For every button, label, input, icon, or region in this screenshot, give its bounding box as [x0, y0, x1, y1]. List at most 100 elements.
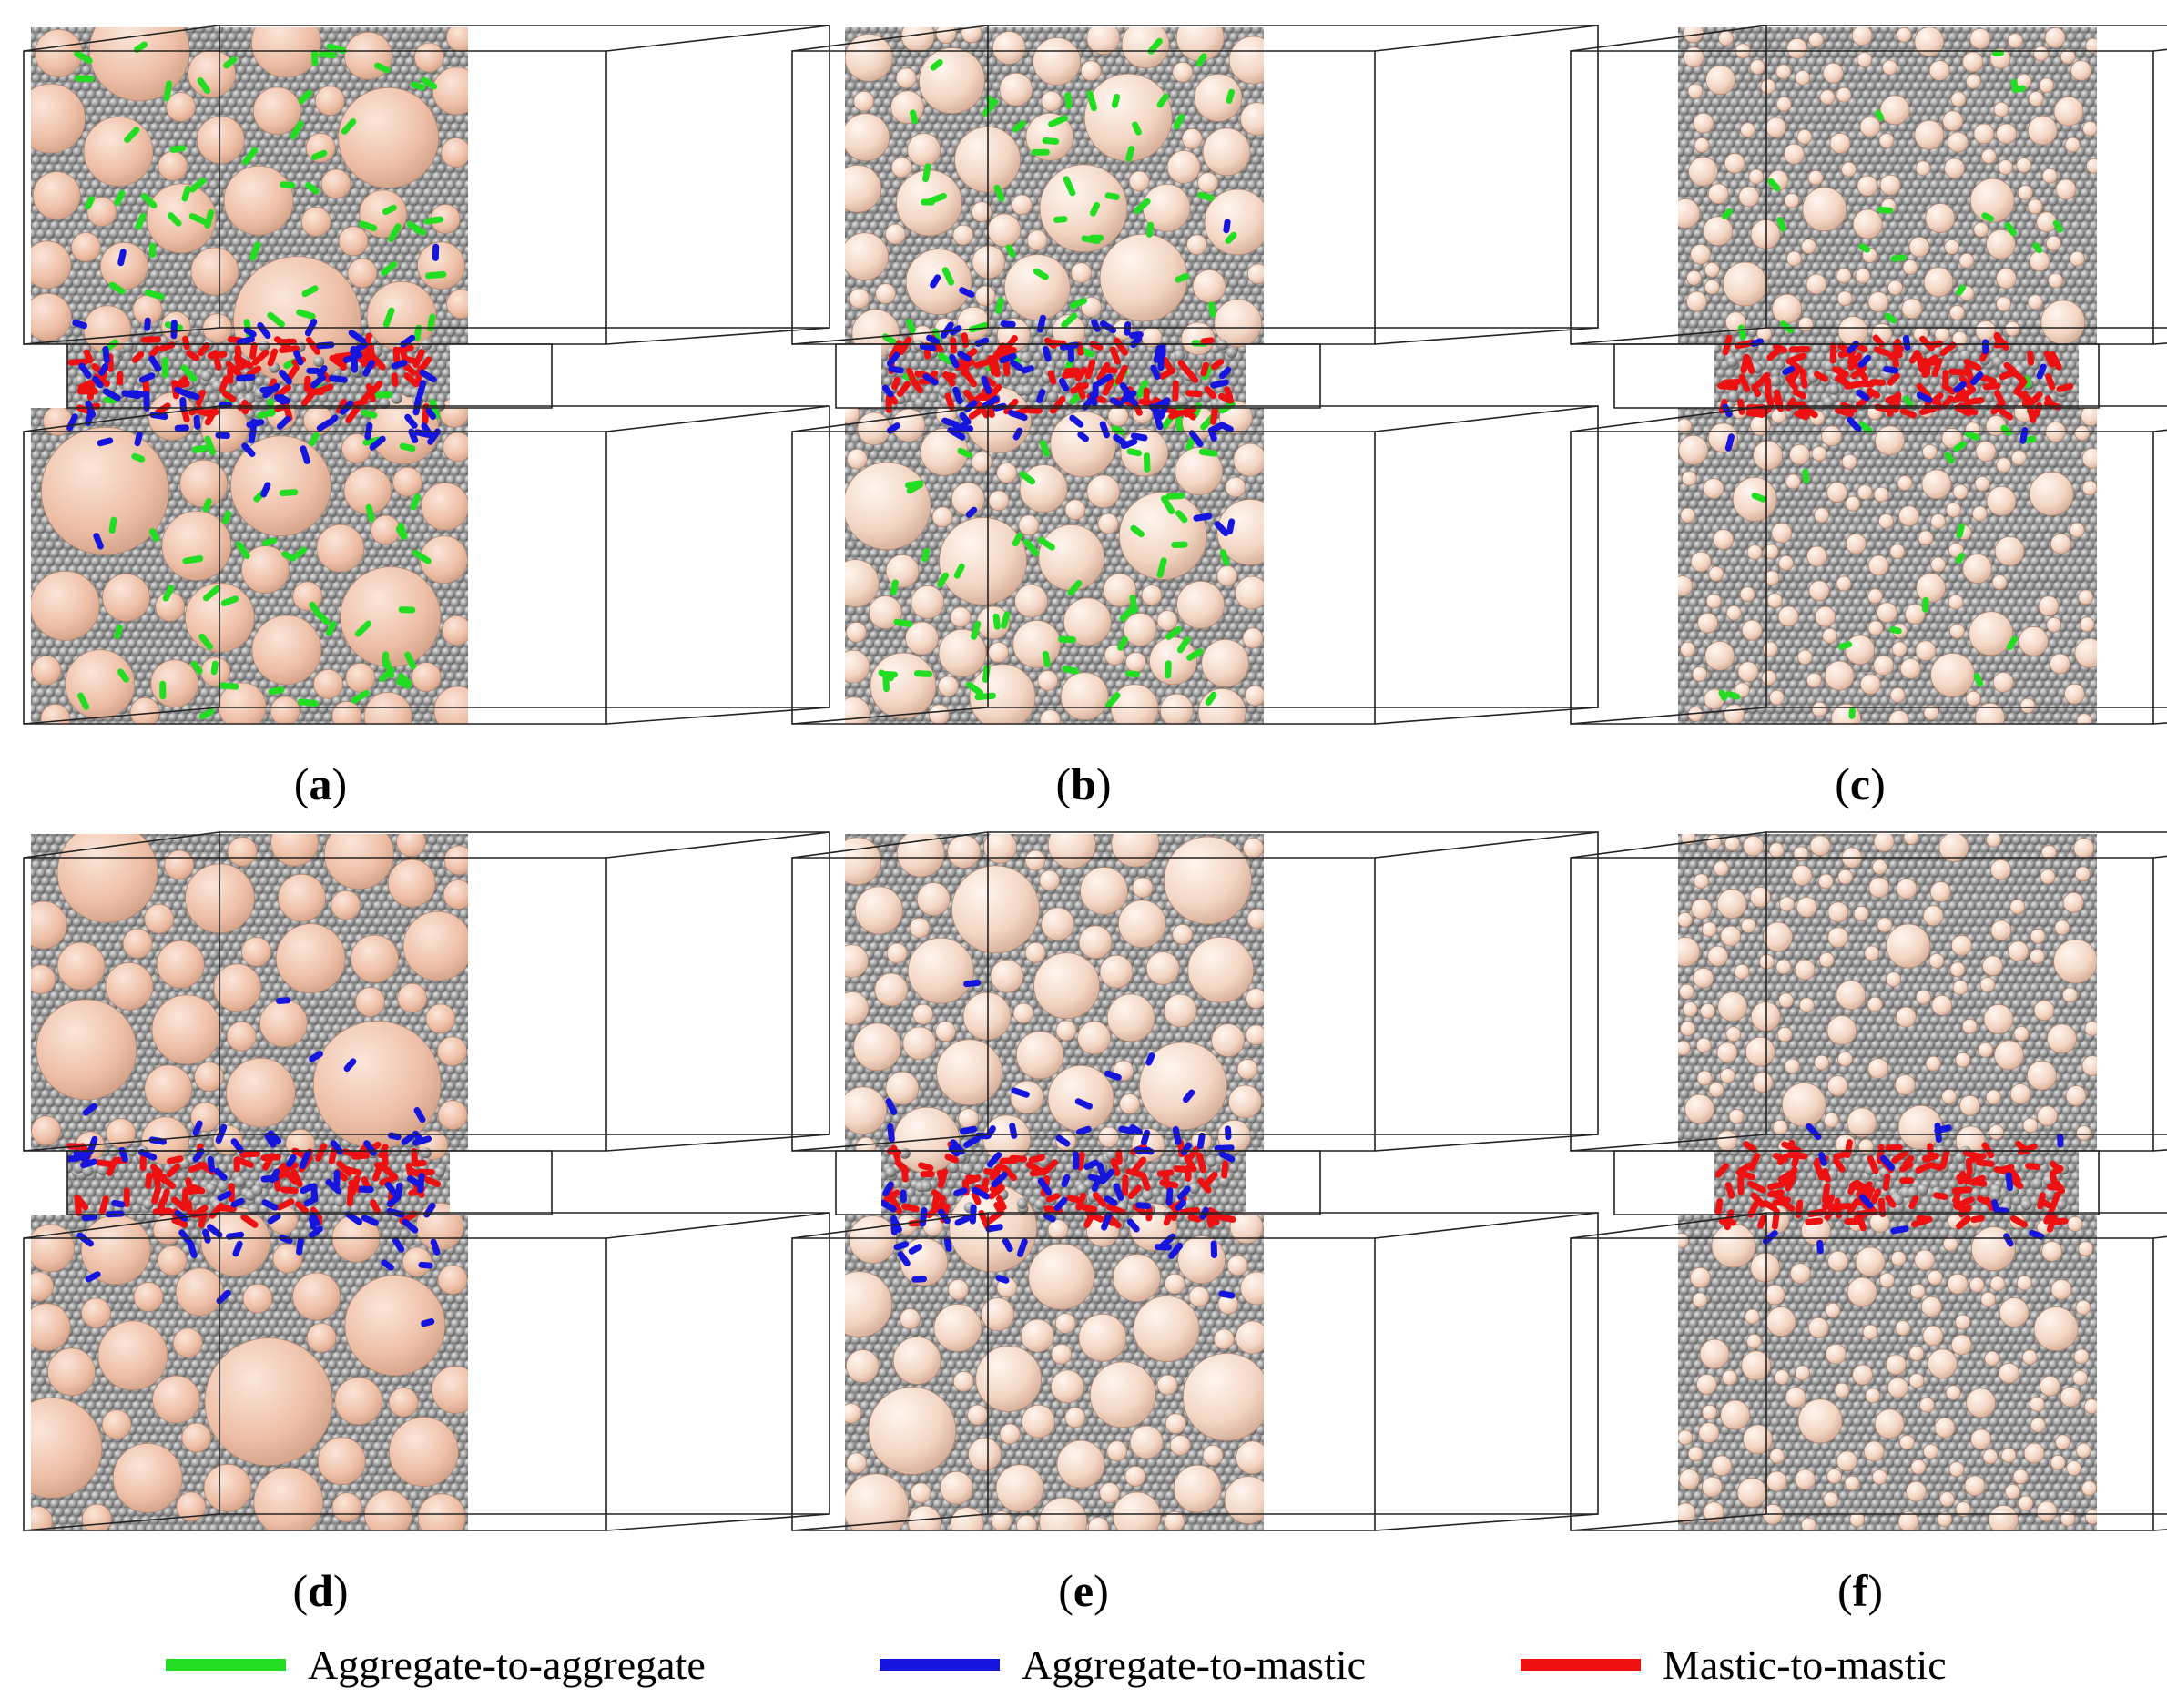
- mastic-particle: [1076, 1184, 1088, 1195]
- contact-bond-aggregate-to-aggregate: [222, 510, 232, 525]
- contact-bond-mastic-to-mastic: [155, 402, 171, 415]
- contact-bond-mastic-to-mastic: [422, 403, 430, 425]
- contact-bond-mastic-to-mastic: [1797, 406, 1811, 418]
- aggregate-particle: [853, 90, 875, 112]
- contact-bond-aggregate-to-aggregate: [198, 633, 213, 650]
- aggregate-particle: [2009, 1083, 2031, 1104]
- aggregate-particle: [845, 1402, 861, 1424]
- contact-bond-aggregate-to-mastic: [82, 1103, 97, 1116]
- contact-bond-mastic-to-mastic: [1859, 380, 1875, 388]
- aggregate-particle: [112, 1443, 183, 1513]
- aggregate-particle: [1996, 457, 2012, 473]
- aggregate-particle: [1921, 443, 1938, 460]
- contact-bond-aggregate-to-aggregate: [85, 196, 95, 210]
- contact-bond-aggregate-to-mastic: [1969, 371, 1984, 386]
- aggregate-particle: [1982, 1449, 1999, 1465]
- contact-bond-aggregate-to-mastic: [309, 1051, 323, 1062]
- contact-bond-aggregate-to-mastic: [343, 1058, 357, 1073]
- contact-bond-mastic-to-mastic: [1939, 341, 1957, 357]
- contact-bond-aggregate-to-aggregate: [1160, 495, 1175, 514]
- aggregate-particle: [1826, 482, 1847, 503]
- aggregate-particle: [1705, 65, 1736, 96]
- aggregate-particle: [1678, 1040, 1691, 1056]
- aggregate-particle: [2027, 115, 2058, 146]
- aggregate-particle: [2018, 1495, 2034, 1511]
- aggregate-particle: [845, 1349, 880, 1383]
- contact-bond-aggregate-to-aggregate: [1119, 605, 1136, 622]
- aggregate-particle: [1693, 967, 1714, 989]
- contact-bond-aggregate-to-aggregate: [162, 585, 175, 602]
- contact-bond-aggregate-to-mastic: [406, 1175, 423, 1189]
- contact-bond-mastic-to-mastic: [1714, 1163, 1729, 1178]
- aggregate-particle: [1164, 993, 1197, 1028]
- aggregate-particle: [1025, 112, 1074, 161]
- contact-bond-aggregate-to-mastic: [427, 428, 441, 445]
- contact-bond-aggregate-to-mastic: [361, 1215, 379, 1226]
- contact-bond-aggregate-to-aggregate: [1205, 691, 1217, 706]
- contact-bond-aggregate-to-mastic: [111, 1199, 126, 1208]
- aggregate-particle: [2070, 60, 2092, 81]
- aggregate-particle: [905, 249, 972, 316]
- aggregate-particle: [2007, 33, 2023, 48]
- contact-bond-aggregate-to-mastic: [965, 506, 978, 518]
- contact-bond-mastic-to-mastic: [1902, 1155, 1915, 1168]
- aggregate-particle: [1033, 952, 1100, 1020]
- contact-bond-aggregate-to-mastic: [148, 355, 162, 372]
- contact-bond-mastic-to-mastic: [1207, 1212, 1220, 1225]
- contact-bond-mastic-to-mastic: [2052, 1217, 2069, 1225]
- contact-bond-aggregate-to-mastic: [267, 1213, 281, 1225]
- aggregate-particle: [2085, 37, 2097, 54]
- aggregate-particle: [227, 837, 258, 867]
- contact-bond-mastic-to-mastic: [305, 336, 321, 355]
- mastic-particle: [1770, 375, 1782, 387]
- aggregate-particle: [1918, 530, 1934, 546]
- aggregate-particle: [1686, 269, 1702, 286]
- contact-bond-aggregate-to-aggregate: [992, 613, 1001, 630]
- aggregate-particle: [1851, 27, 1873, 46]
- contact-bond-mastic-to-mastic: [1047, 370, 1057, 385]
- contact-bond-mastic-to-mastic: [276, 1198, 295, 1211]
- aggregate-particle: [1194, 74, 1243, 122]
- contact-bond-aggregate-to-aggregate: [1136, 380, 1149, 398]
- contact-bond-mastic-to-mastic: [166, 1163, 181, 1178]
- aggregate-particle: [1895, 1320, 1911, 1336]
- aggregate-particle: [1864, 945, 1880, 961]
- aggregate-particle: [1975, 320, 1997, 341]
- contact-bond-aggregate-to-mastic: [316, 341, 335, 350]
- aggregate-particle: [1766, 593, 1783, 608]
- aggregate-particle: [1047, 1219, 1069, 1240]
- aggregate-particle: [1923, 1443, 1938, 1459]
- aggregate-particle: [1700, 1003, 1715, 1019]
- box-back-face: [1765, 405, 2167, 708]
- aggregate-particle: [122, 928, 153, 959]
- contact-bond-aggregate-to-mastic: [1168, 1242, 1184, 1259]
- legend-label: Mastic-to-mastic: [1663, 1641, 1947, 1688]
- aggregate-particle: [1885, 1354, 1907, 1376]
- aggregate-particle: [1975, 702, 2006, 724]
- contact-bond-aggregate-to-aggregate: [310, 149, 328, 160]
- contact-bond-mastic-to-mastic: [98, 1195, 109, 1215]
- aggregate-particle: [1908, 1373, 1925, 1388]
- aggregate-particle: [2019, 697, 2036, 714]
- aggregate-particle: [1678, 434, 1709, 465]
- contact-bond-aggregate-to-mastic: [919, 342, 937, 351]
- aggregate-particle: [83, 116, 154, 187]
- contact-bond-aggregate-to-mastic: [80, 1158, 97, 1169]
- aggregate-particle: [1176, 580, 1225, 629]
- contact-bond-aggregate-to-mastic: [310, 374, 326, 389]
- aggregate-particle: [1149, 636, 1197, 686]
- aggregate-particle: [1836, 980, 1867, 1011]
- aggregate-particle: [1878, 513, 1894, 529]
- contact-bond-aggregate-to-mastic: [260, 1174, 280, 1183]
- specimen-panel-a: [23, 25, 830, 725]
- aggregate-particle: [1986, 486, 2017, 516]
- contact-bond-mastic-to-mastic: [1788, 359, 1803, 372]
- contact-bond-aggregate-to-aggregate: [77, 692, 90, 710]
- aggregate-particle: [1690, 551, 1712, 573]
- contact-bond-mastic-to-mastic: [1109, 346, 1121, 365]
- contact-bond-aggregate-to-aggregate: [937, 572, 950, 588]
- aggregate-particle: [971, 451, 992, 473]
- aggregate-particle: [292, 581, 323, 612]
- aggregate-particle: [1952, 483, 1969, 500]
- aggregate-particle: [1753, 440, 1783, 471]
